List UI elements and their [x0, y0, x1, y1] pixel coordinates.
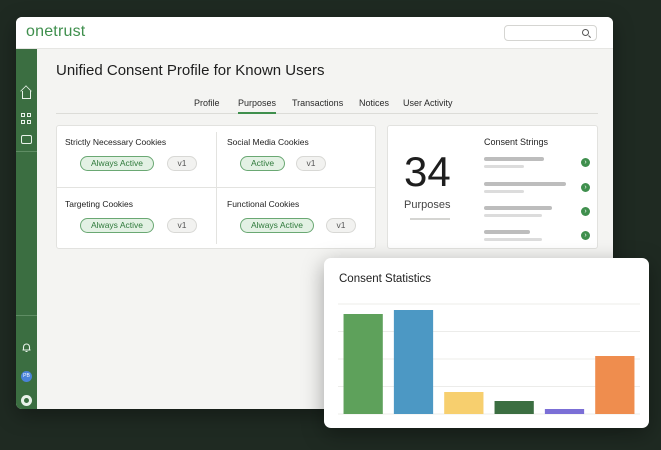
consent-strings-card: 34 Purposes Consent Strings › › › ›: [387, 125, 598, 249]
top-bar: onetrust: [16, 17, 613, 49]
purpose-name: Social Media Cookies: [227, 137, 309, 147]
consent-string-placeholder: [484, 206, 552, 210]
purpose-item[interactable]: Targeting Cookies Always Active v1: [57, 188, 217, 250]
arrow-right-icon[interactable]: ›: [581, 158, 590, 167]
briefcase-icon[interactable]: [21, 135, 32, 144]
version-badge: v1: [167, 156, 197, 171]
consent-string-placeholder: [484, 238, 542, 241]
version-badge: v1: [326, 218, 356, 233]
page-title: Unified Consent Profile for Known Users: [56, 62, 325, 79]
purpose-name: Functional Cookies: [227, 199, 300, 209]
chart-bar[interactable]: [343, 314, 383, 414]
purpose-item[interactable]: Functional Cookies Always Active v1: [217, 188, 377, 250]
consent-string-placeholder: [484, 230, 530, 234]
tab-transactions[interactable]: Transactions: [292, 98, 344, 108]
consent-strings-title: Consent Strings: [484, 137, 549, 147]
consent-string-placeholder: [484, 214, 542, 217]
status-badge: Always Active: [80, 218, 154, 233]
gear-icon[interactable]: [21, 395, 32, 406]
arrow-right-icon[interactable]: ›: [581, 231, 590, 240]
purposes-count: 34: [404, 148, 451, 195]
arrow-right-icon[interactable]: ›: [581, 183, 590, 192]
search-icon[interactable]: [582, 29, 589, 36]
purpose-item[interactable]: Social Media Cookies Active v1: [217, 126, 377, 188]
tab-profile[interactable]: Profile: [194, 98, 220, 108]
sidebar-divider: [16, 315, 37, 316]
sidebar: PB ?: [16, 49, 37, 409]
purposes-count-label: Purposes: [404, 199, 451, 211]
purpose-name: Strictly Necessary Cookies: [65, 137, 167, 147]
tab-notices[interactable]: Notices: [359, 98, 390, 108]
tab-bar: Profile Purposes Transactions Notices Us…: [56, 96, 598, 114]
grid-icon[interactable]: [21, 113, 32, 124]
status-badge: Active: [240, 156, 286, 171]
sidebar-divider: [16, 151, 37, 152]
bell-icon[interactable]: [21, 342, 32, 353]
search-input[interactable]: [504, 25, 597, 41]
avatar[interactable]: PB: [21, 371, 32, 382]
consent-string-placeholder: [484, 157, 544, 161]
chart-bar[interactable]: [494, 401, 534, 414]
consent-string-placeholder: [484, 190, 524, 193]
underline: [410, 218, 450, 220]
status-badge: Always Active: [240, 218, 314, 233]
consent-statistics-panel: Consent Statistics: [324, 258, 649, 428]
chart-bar[interactable]: [393, 310, 434, 414]
chart-bar[interactable]: [544, 409, 585, 414]
version-badge: v1: [296, 156, 326, 171]
arrow-right-icon[interactable]: ›: [581, 207, 590, 216]
divider: [57, 187, 375, 188]
consent-statistics-chart: [338, 303, 640, 415]
status-badge: Always Active: [80, 156, 154, 171]
app-window: onetrust PB ? Unified Consent Profile fo…: [16, 17, 613, 409]
tab-user-activity[interactable]: User Activity: [403, 98, 453, 108]
divider: [216, 132, 217, 244]
purpose-item[interactable]: Strictly Necessary Cookies Always Active…: [57, 126, 217, 188]
tab-purposes[interactable]: Purposes: [238, 98, 277, 114]
chart-title: Consent Statistics: [339, 273, 432, 285]
purpose-name: Targeting Cookies: [65, 199, 134, 209]
home-icon[interactable]: [22, 91, 31, 99]
consent-string-placeholder: [484, 182, 566, 186]
version-badge: v1: [167, 218, 197, 233]
chart-bar[interactable]: [595, 356, 635, 414]
consent-string-placeholder: [484, 165, 524, 168]
purposes-card: Strictly Necessary Cookies Always Active…: [56, 125, 376, 249]
chart-bar[interactable]: [444, 392, 484, 414]
onetrust-logo[interactable]: onetrust: [26, 23, 86, 40]
